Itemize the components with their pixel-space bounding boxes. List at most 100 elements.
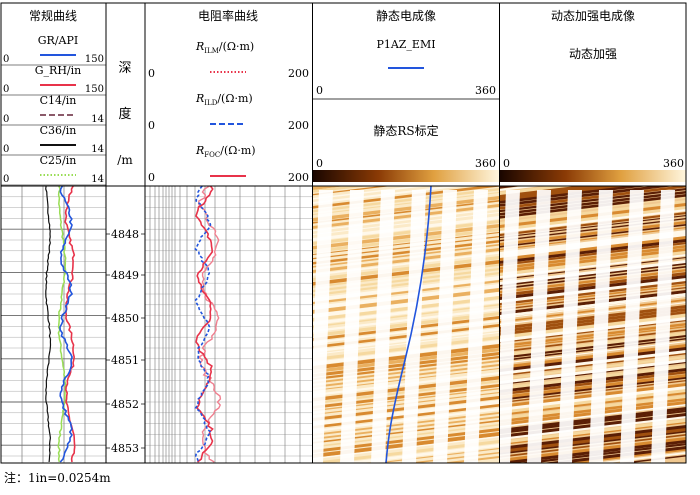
static-az-curve xyxy=(385,185,432,464)
res-curve-max-1: 200 xyxy=(288,119,309,132)
image-band xyxy=(313,186,370,193)
depth-ticks: 4848 4849 4850 4851 4852 4853 xyxy=(106,228,145,455)
depth-char-3: /m xyxy=(117,153,133,167)
static-header: 静态电成像 P1AZ_EMI 0 360 静态RS标定 0 360 xyxy=(313,9,499,182)
image-band xyxy=(500,311,686,336)
conv-grid xyxy=(1,185,106,463)
res-curve-max-2: 200 xyxy=(288,171,309,184)
image-band xyxy=(313,148,499,173)
image-band xyxy=(500,143,686,168)
image-band xyxy=(500,329,686,353)
image-band xyxy=(500,140,686,166)
image-pad-gap xyxy=(371,190,395,463)
conv-header: 常规曲线 GR/API 0 150 G_RH/in 0 150 C14/in 0 14 C36/i… xyxy=(1,8,106,186)
conv-curve-min-3: 0 xyxy=(3,144,9,155)
image-pad-gap xyxy=(527,190,551,463)
curve-gr xyxy=(59,186,74,463)
dynamic-color-scale xyxy=(500,170,686,182)
res-curve-min-1: 0 xyxy=(148,119,155,132)
depth-char-2: 度 xyxy=(118,106,131,122)
image-band xyxy=(313,328,499,353)
image-band xyxy=(313,332,499,356)
static-scale-min: 0 xyxy=(316,157,323,170)
static-image xyxy=(313,136,499,463)
image-band xyxy=(500,326,686,350)
conv-curve-min-2: 0 xyxy=(3,114,9,125)
res-curves xyxy=(194,186,222,463)
image-band xyxy=(313,312,499,338)
image-band xyxy=(313,136,499,161)
depth-tick-4852: 4852 xyxy=(111,398,139,411)
image-band xyxy=(500,137,686,162)
conv-curve-max-1: 150 xyxy=(85,84,104,95)
image-band xyxy=(313,336,499,362)
conv-curve-label-4: C25/in xyxy=(40,154,77,167)
image-pad-gap xyxy=(589,190,613,463)
depth-char-1: 深 xyxy=(118,61,131,76)
res-curve-max-0: 200 xyxy=(288,67,309,80)
static-scale-max: 360 xyxy=(475,157,496,170)
image-pad-gap xyxy=(558,190,582,463)
conv-curve-max-2: 14 xyxy=(91,114,104,125)
image-band xyxy=(313,186,347,190)
image-pad-gap xyxy=(433,190,457,463)
image-band xyxy=(500,128,686,151)
image-pad-gap xyxy=(500,190,520,463)
image-pad-gap xyxy=(340,190,364,463)
conv-curve-label-0: GR/API xyxy=(38,34,78,47)
dynamic-scale-max: 360 xyxy=(663,157,684,170)
conv-curve-min-1: 0 xyxy=(3,84,9,95)
image-band xyxy=(500,131,686,156)
res-curve-min-0: 0 xyxy=(148,67,155,80)
image-band xyxy=(313,186,428,200)
image-band xyxy=(500,323,686,348)
conv-curve-label-3: C36/in xyxy=(40,124,77,137)
footnote: 注：1in=0.0254m xyxy=(4,470,111,485)
image-pad-gap xyxy=(620,190,644,463)
conv-curves xyxy=(45,186,76,463)
depth-tick-4849: 4849 xyxy=(111,269,139,282)
image-band xyxy=(500,186,523,189)
image-band xyxy=(500,314,686,340)
dynamic-image xyxy=(500,128,686,463)
res-title: 电阻率曲线 xyxy=(198,8,258,23)
image-band xyxy=(313,308,499,333)
static-curve-max: 360 xyxy=(475,84,496,97)
image-band xyxy=(313,320,499,344)
curve-c36 xyxy=(45,186,52,463)
res-header: 电阻率曲线 RILM/(Ω·m) 0 200 RILD/(Ω·m) 0 200 RFOC/(… xyxy=(148,8,309,184)
image-band xyxy=(313,144,499,170)
image-band xyxy=(500,134,686,157)
image-band xyxy=(313,324,499,349)
image-band xyxy=(500,341,686,365)
static-curve-min: 0 xyxy=(316,84,323,97)
conv-curve-label-1: G_RH/in xyxy=(35,64,81,77)
depth-tick-4853: 4853 xyxy=(111,442,139,455)
image-band xyxy=(500,308,686,333)
depth-header: 深 度 /m xyxy=(117,61,133,167)
dynamic-title: 动态加强电成像 xyxy=(551,9,635,23)
conv-title: 常规曲线 xyxy=(29,8,77,23)
image-band xyxy=(500,146,686,171)
curve-c25 xyxy=(57,186,67,463)
image-band xyxy=(313,316,499,341)
conv-curve-min-4: 0 xyxy=(3,174,9,185)
frame xyxy=(0,2,687,464)
static-scale-title: 静态RS标定 xyxy=(373,123,438,138)
dynamic-scale-title: 动态加强 xyxy=(569,47,617,61)
image-band xyxy=(313,140,499,163)
image-band xyxy=(500,320,686,344)
conv-curve-label-2: C14/in xyxy=(40,94,77,107)
image-band xyxy=(500,338,686,362)
curve-rilm xyxy=(197,186,222,463)
image-band xyxy=(500,149,686,173)
image-pad-gap xyxy=(313,190,333,463)
dynamic-header: 动态加强电成像 动态加强 0 360 xyxy=(500,9,686,182)
static-curve-label: P1AZ_EMI xyxy=(376,38,435,51)
conv-curve-max-0: 150 xyxy=(85,54,104,65)
curve-rild xyxy=(194,186,212,463)
static-color-scale xyxy=(313,170,499,182)
curve-rfoc xyxy=(195,186,214,463)
conv-curve-max-4: 14 xyxy=(91,174,104,185)
